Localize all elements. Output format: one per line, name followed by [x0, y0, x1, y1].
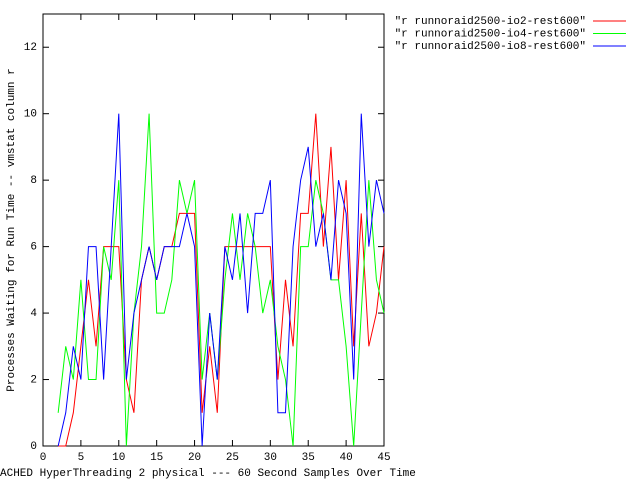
x-tick-label: 15 [150, 452, 163, 464]
y-tick-label: 4 [30, 308, 37, 320]
x-tick-label: 30 [264, 452, 277, 464]
legend-label: "r runnoraid2500-io8-rest600" [395, 41, 586, 53]
legend-label: "r runnoraid2500-io4-rest600" [395, 28, 586, 40]
x-axis-label: ACHED HyperThreading 2 physical --- 60 S… [0, 468, 416, 480]
x-tick-label: 5 [78, 452, 85, 464]
x-tick-label: 0 [40, 452, 47, 464]
y-tick-label: 8 [30, 175, 37, 187]
x-tick-label: 20 [188, 452, 201, 464]
y-tick-label: 6 [30, 242, 37, 254]
plot-frame [42, 13, 385, 447]
x-tick-label: 25 [226, 452, 239, 464]
x-tick-label: 10 [112, 452, 125, 464]
y-tick-label: 10 [24, 109, 37, 121]
y-tick-label: 12 [24, 42, 37, 54]
y-tick-label: 2 [30, 374, 37, 386]
legend-label: "r runnoraid2500-io2-rest600" [395, 16, 586, 28]
x-tick-label: 45 [377, 452, 390, 464]
x-tick-label: 40 [340, 452, 353, 464]
series-line [57, 113, 385, 447]
y-tick-label: 0 [30, 441, 37, 453]
x-tick-label: 35 [302, 452, 315, 464]
y-axis-label: Processes Waiting for Run Time -- vmstat… [6, 68, 18, 391]
